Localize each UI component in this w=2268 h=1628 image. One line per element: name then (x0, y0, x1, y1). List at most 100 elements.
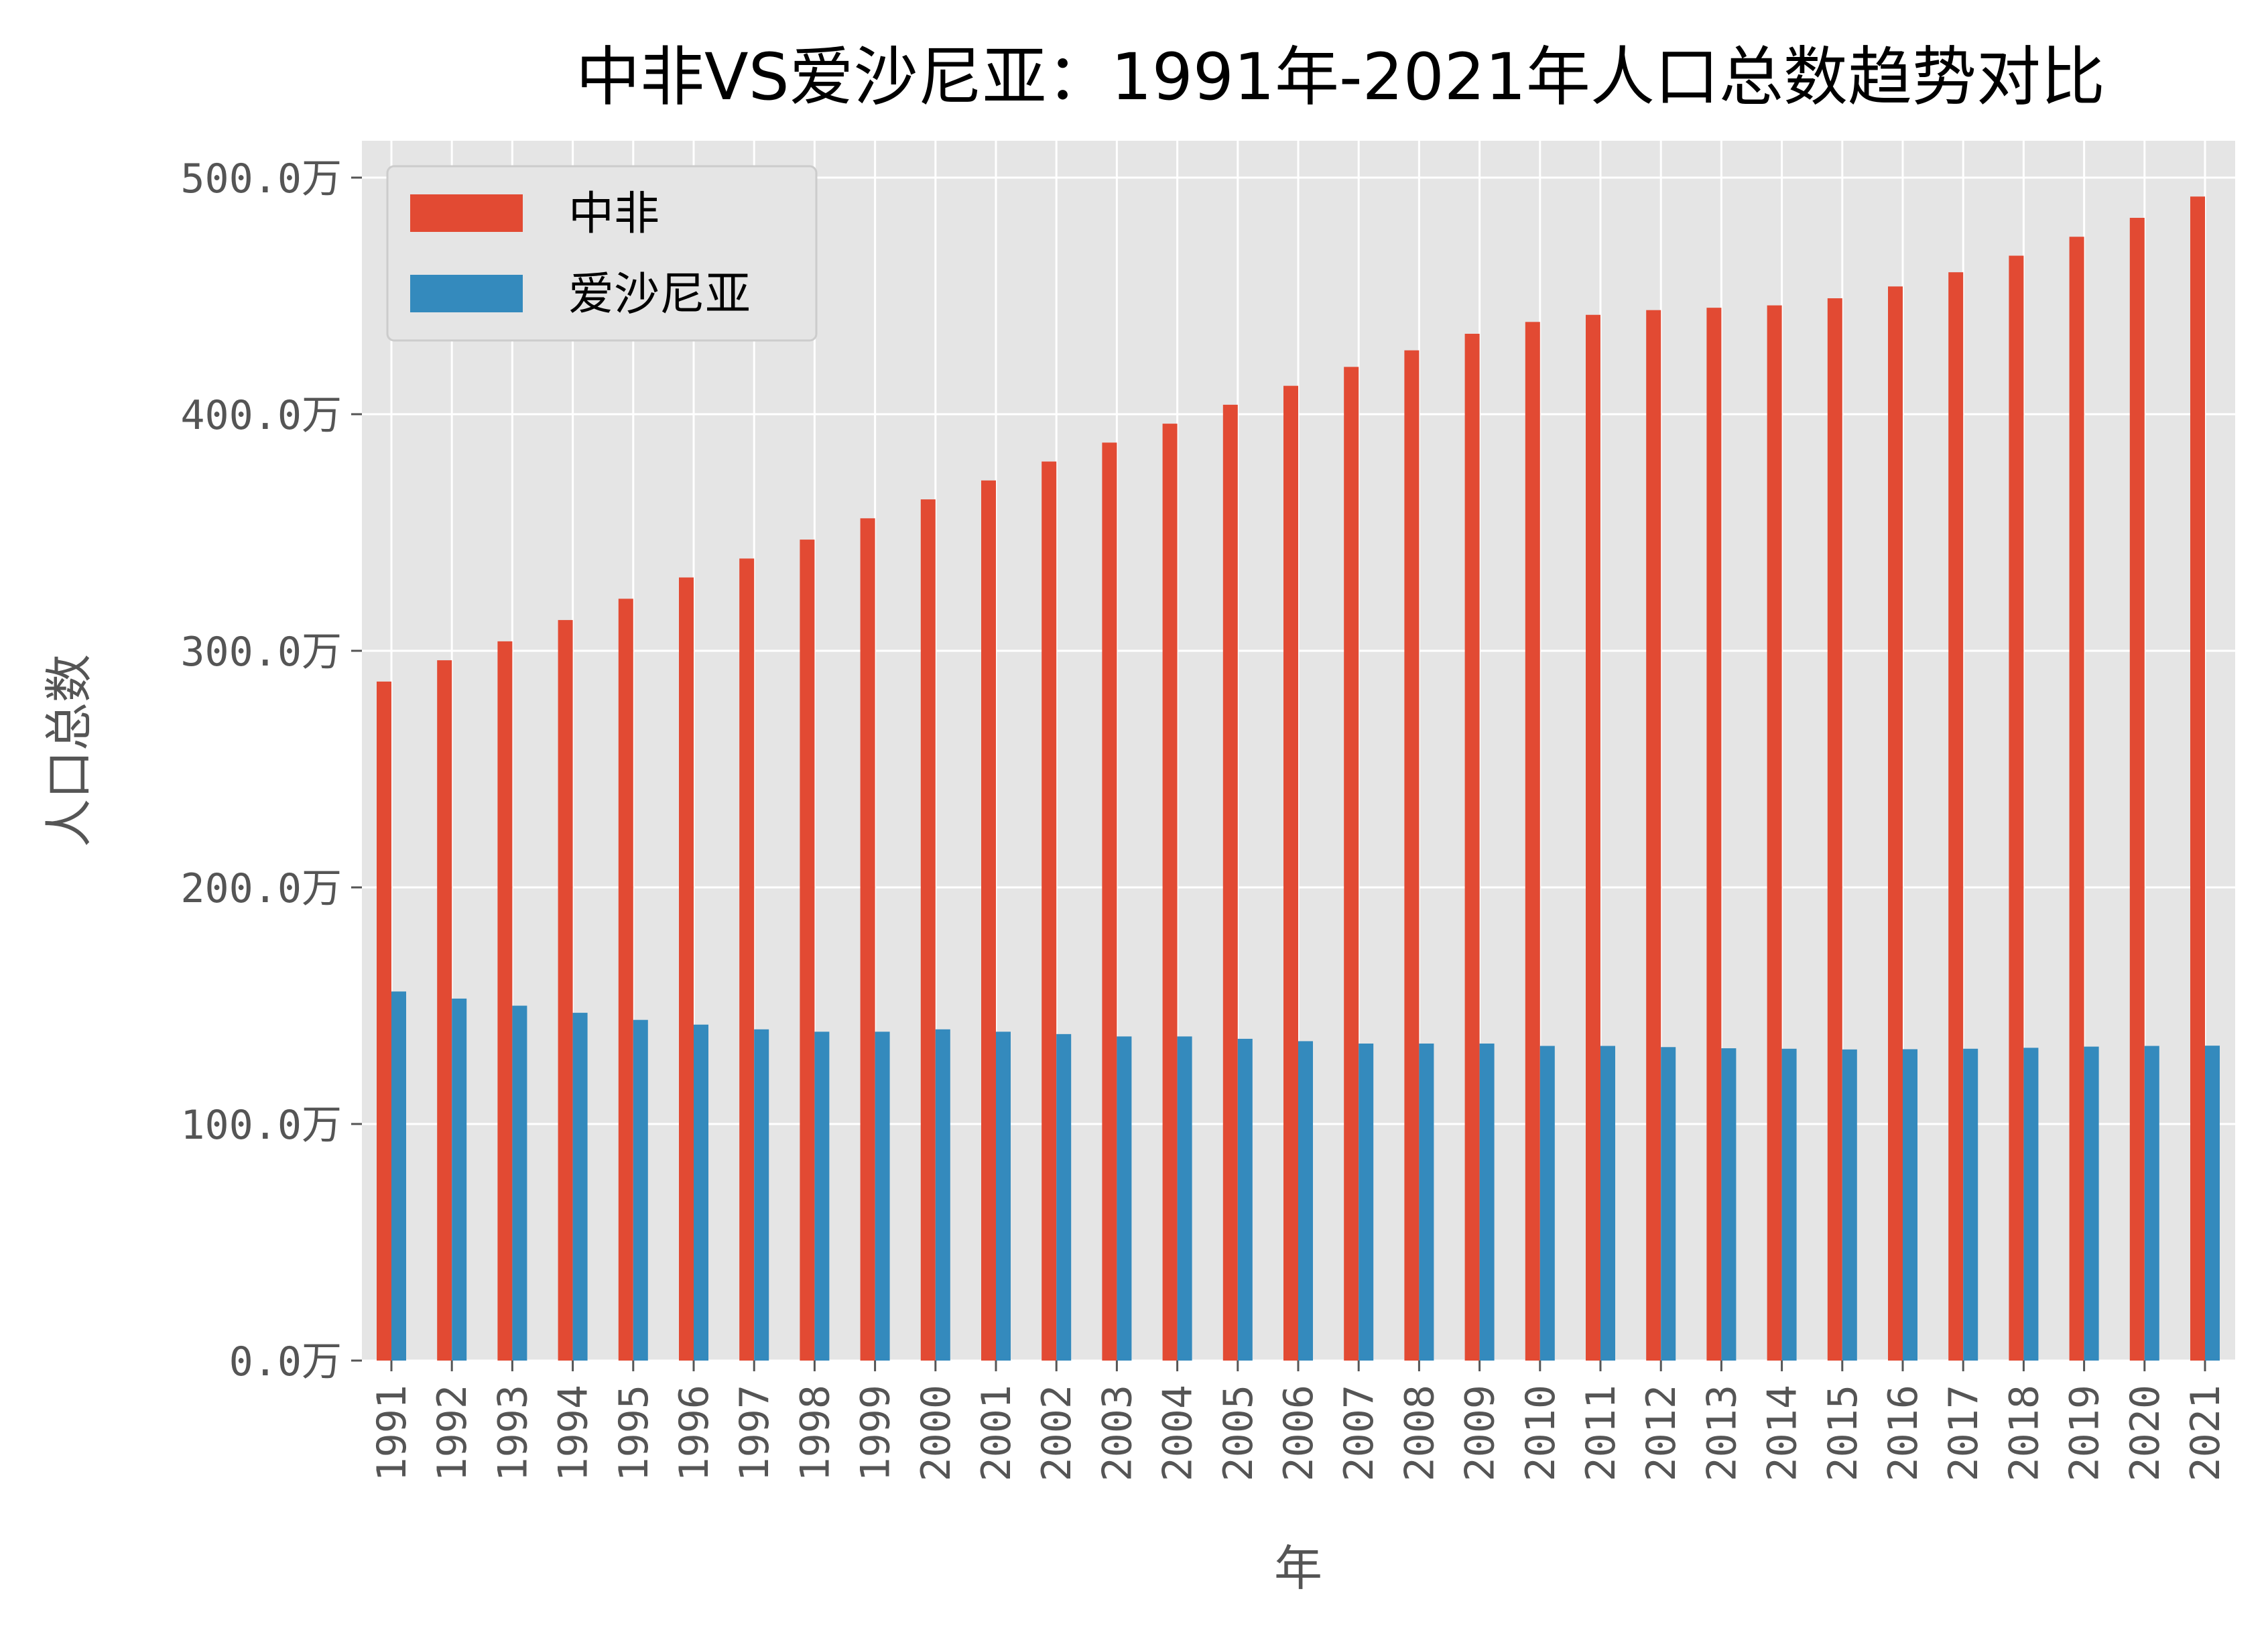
bar-central-africa (1404, 350, 1420, 1361)
bar-estonia (1117, 1036, 1132, 1361)
bar-estonia (2023, 1048, 2039, 1361)
bar-central-africa (1283, 385, 1298, 1361)
x-tick-label: 2006 (1275, 1385, 1322, 1482)
bar-central-africa (920, 499, 936, 1361)
x-tick-label: 2016 (1880, 1385, 1927, 1482)
bar-central-africa (618, 599, 633, 1361)
bar-central-africa (800, 540, 815, 1361)
x-tick-label: 2001 (973, 1385, 1020, 1482)
bar-estonia (1539, 1046, 1555, 1361)
bar-estonia (1842, 1049, 1857, 1361)
bar-estonia (1721, 1048, 1737, 1361)
bar-estonia (1781, 1048, 1797, 1361)
x-tick-label: 2009 (1457, 1385, 1504, 1482)
x-tick-label: 1999 (853, 1385, 899, 1482)
y-tick-label: 0.0万 (229, 1338, 342, 1385)
x-tick-label: 2015 (1820, 1385, 1867, 1482)
bar-central-africa (1525, 322, 1540, 1361)
x-tick-label: 2010 (1517, 1385, 1564, 1482)
bar-central-africa (1706, 308, 1722, 1361)
chart-title: 中非VS爱沙尼亚：1991年-2021年人口总数趋势对比 (576, 40, 2105, 115)
x-axis: 1991 1992 1993 1994 1995 1996 1997 1998 1999 2000… (369, 1361, 2229, 1482)
x-tick-label: 2003 (1094, 1385, 1141, 1482)
y-tick-label: 200.0万 (180, 865, 342, 912)
bar-central-africa (2129, 218, 2145, 1361)
x-tick-label: 1996 (671, 1385, 718, 1482)
bar-estonia (452, 998, 467, 1361)
bar-central-africa (1948, 272, 1964, 1361)
bar-central-africa (1646, 310, 1661, 1361)
bar-estonia (1237, 1038, 1253, 1361)
x-tick-label: 2007 (1336, 1385, 1383, 1482)
x-tick-label: 1995 (611, 1385, 657, 1482)
x-tick-label: 2021 (2182, 1385, 2229, 1482)
bar-central-africa (679, 577, 694, 1361)
x-tick-label: 1992 (429, 1385, 476, 1482)
bar-estonia (1419, 1043, 1434, 1361)
bar-estonia (1600, 1046, 1615, 1361)
legend-swatch-estonia (410, 275, 523, 312)
x-tick-label: 2020 (2122, 1385, 2169, 1482)
bar-estonia (1903, 1049, 1917, 1361)
bar-estonia (814, 1031, 830, 1361)
bar-estonia (875, 1031, 890, 1361)
legend-label-central-africa: 中非 (568, 188, 659, 241)
bar-estonia (1359, 1043, 1374, 1361)
bar-central-africa (2069, 237, 2084, 1361)
bar-estonia (2144, 1046, 2159, 1361)
bar-central-africa (1464, 333, 1480, 1361)
x-tick-label: 2019 (2062, 1385, 2108, 1482)
bar-central-africa (2009, 255, 2024, 1361)
bar-estonia (633, 1019, 648, 1361)
bar-estonia (512, 1005, 527, 1361)
bars (377, 196, 2220, 1361)
bar-estonia (1963, 1048, 1978, 1361)
bar-central-africa (1102, 442, 1117, 1361)
bar-central-africa (739, 558, 755, 1361)
x-tick-label: 1997 (731, 1385, 778, 1482)
bar-central-africa (1162, 424, 1178, 1361)
y-tick-label: 100.0万 (180, 1102, 342, 1149)
bar-central-africa (1767, 305, 1782, 1361)
y-tick-label: 500.0万 (180, 155, 342, 202)
bar-central-africa (1827, 298, 1842, 1361)
bar-central-africa (1222, 404, 1238, 1361)
x-tick-label: 2000 (913, 1385, 960, 1482)
legend-label-estonia: 爱沙尼亚 (568, 268, 751, 321)
bar-central-africa (981, 480, 996, 1361)
x-axis-label: 年 (1274, 1540, 1322, 1596)
x-tick-label: 2005 (1215, 1385, 1262, 1482)
bar-central-africa (558, 620, 573, 1361)
x-tick-label: 2018 (2001, 1385, 2048, 1482)
x-tick-label: 2012 (1638, 1385, 1685, 1482)
x-tick-label: 1998 (792, 1385, 838, 1482)
legend-swatch-central-africa (410, 194, 523, 232)
bar-central-africa (497, 641, 513, 1361)
bar-estonia (2084, 1046, 2099, 1361)
y-tick-label: 300.0万 (180, 629, 342, 676)
bar-central-africa (860, 518, 875, 1361)
x-tick-label: 2008 (1396, 1385, 1443, 1482)
legend: 中非 爱沙尼亚 (386, 165, 818, 342)
x-tick-label: 1993 (489, 1385, 536, 1482)
y-axis-label: 人口总数 (41, 654, 97, 847)
x-tick-label: 2014 (1759, 1385, 1806, 1482)
bar-central-africa (1042, 461, 1057, 1361)
bar-estonia (391, 991, 406, 1361)
bar-estonia (754, 1029, 769, 1361)
bar-estonia (1177, 1036, 1192, 1361)
bar-central-africa (377, 681, 391, 1361)
y-axis: 0.0万 100.0万 200.0万 300.0万 400.0万 500.0万 (180, 155, 362, 1385)
x-tick-label: 2013 (1698, 1385, 1745, 1482)
bar-estonia (2205, 1046, 2220, 1361)
bar-central-africa (1586, 314, 1600, 1361)
x-tick-label: 2011 (1578, 1385, 1625, 1482)
bar-estonia (572, 1013, 588, 1361)
bar-estonia (1661, 1047, 1676, 1361)
x-tick-label: 2004 (1155, 1385, 1202, 1482)
bar-central-africa (1888, 286, 1903, 1361)
x-tick-label: 1991 (369, 1385, 416, 1482)
bar-estonia (694, 1024, 708, 1361)
bar-estonia (1479, 1043, 1495, 1361)
